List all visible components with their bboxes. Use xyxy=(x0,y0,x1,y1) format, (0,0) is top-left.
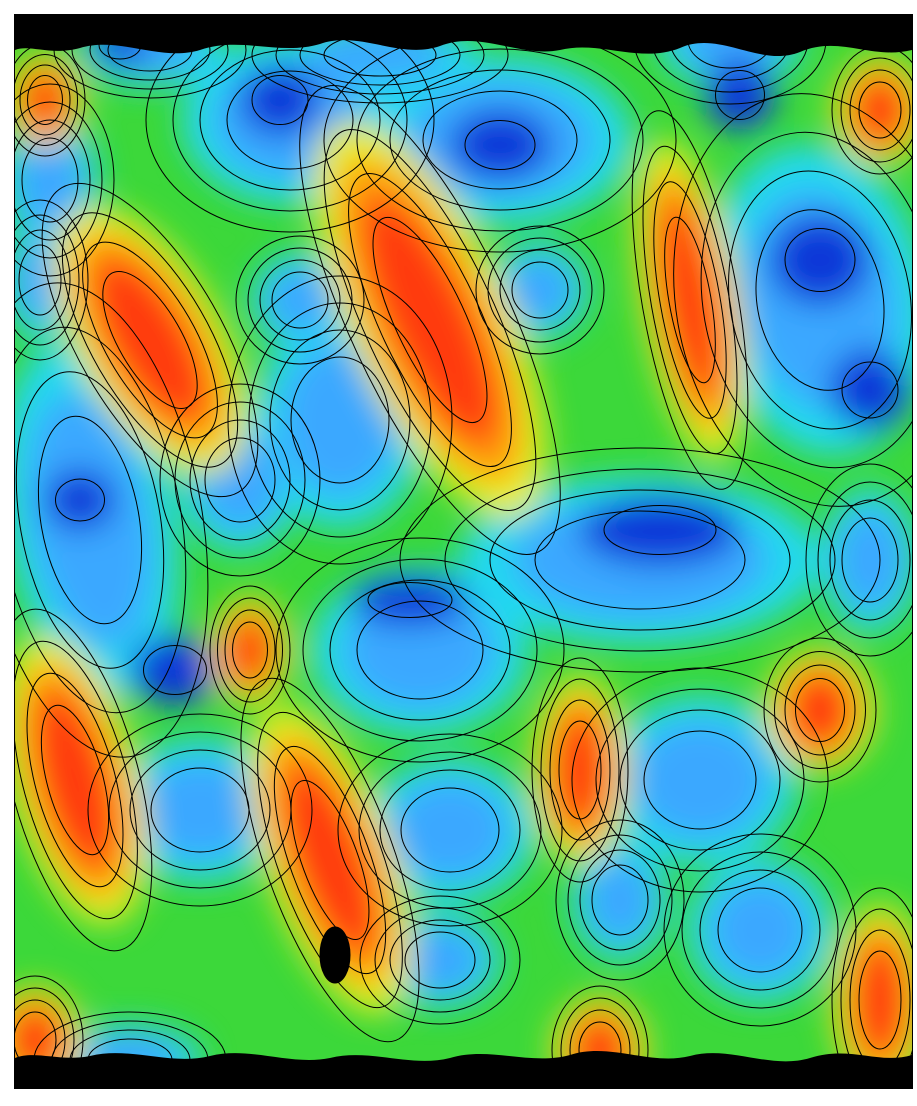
light-blue-region xyxy=(266,266,334,334)
light-blue-region xyxy=(632,721,768,840)
bottom-margin xyxy=(0,1089,917,1106)
dark-spot xyxy=(320,927,350,983)
light-blue-region xyxy=(391,779,510,881)
light-blue-region xyxy=(836,509,904,611)
red-core xyxy=(790,672,850,749)
red-core xyxy=(555,711,606,830)
light-blue-region xyxy=(586,858,654,943)
red-core xyxy=(855,76,906,144)
red-core xyxy=(855,941,906,1060)
light-blue-region xyxy=(506,256,574,324)
light-blue-region xyxy=(709,879,811,981)
contour-map xyxy=(0,0,917,1106)
light-blue-region xyxy=(141,759,260,861)
plot-area xyxy=(0,0,917,1106)
red-core xyxy=(229,616,272,684)
page: (() => { const ns = 'http://www.w3.org/2… xyxy=(0,0,917,1106)
